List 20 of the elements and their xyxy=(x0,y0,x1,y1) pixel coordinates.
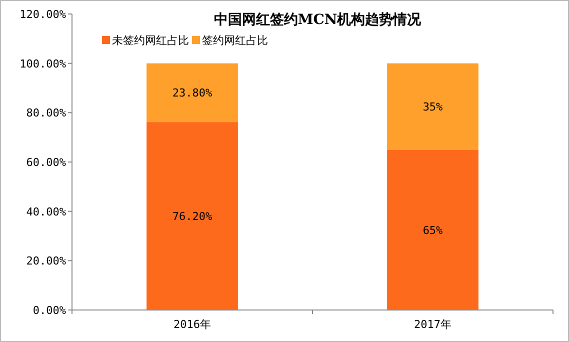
y-tick-label: 120.00% xyxy=(20,8,66,21)
legend-label: 未签约网红占比 xyxy=(112,34,189,47)
y-tick-label: 20.00% xyxy=(26,254,66,268)
x-tick-label: 2016年 xyxy=(174,318,211,331)
data-label: 35% xyxy=(422,100,444,114)
y-tick-label: 40.00% xyxy=(26,205,66,218)
x-tick-label: 2017年 xyxy=(414,318,452,331)
y-tick-label: 80.00% xyxy=(26,106,66,120)
legend-label: 签约网红占比 xyxy=(202,34,268,47)
y-tick-label: 60.00% xyxy=(26,156,66,169)
y-tick-label: 0.00% xyxy=(32,304,66,317)
data-label: 76.20% xyxy=(172,210,212,224)
bar xyxy=(146,122,238,310)
chart-title: 中国网红签约MCN机构趋势情况 xyxy=(214,12,422,28)
data-label: 23.80% xyxy=(172,86,212,100)
bar xyxy=(387,150,478,310)
bar xyxy=(146,63,238,122)
y-tick-label: 100.00% xyxy=(20,57,66,70)
data-label: 65% xyxy=(422,224,444,237)
bar xyxy=(387,63,478,150)
